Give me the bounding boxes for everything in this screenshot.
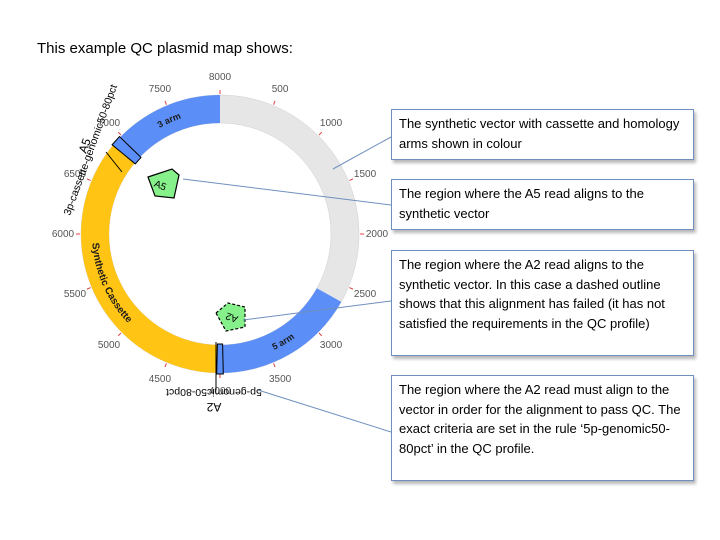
connector-1 bbox=[332, 136, 392, 170]
feature-synthetic-cassette[interactable] bbox=[80, 141, 220, 373]
tick-label: 5000 bbox=[98, 340, 121, 351]
qc-a5-leader bbox=[105, 151, 123, 173]
tick-label: 3000 bbox=[320, 340, 343, 351]
tick-label: 6000 bbox=[52, 229, 75, 240]
tick-label: 6500 bbox=[64, 169, 87, 180]
read-a2-arrow[interactable]: A2 bbox=[215, 302, 246, 332]
tick-mark bbox=[164, 363, 167, 368]
callout-a2-qc-region: The region where the A2 read must align … bbox=[391, 375, 694, 481]
read-a2-label: A2 bbox=[224, 309, 240, 324]
read-a5-label: A5 bbox=[152, 179, 168, 194]
connector-2 bbox=[182, 178, 392, 206]
read-a5-arrow[interactable]: A5 bbox=[147, 168, 180, 199]
tick-label: 1500 bbox=[354, 169, 377, 180]
tick-mark bbox=[273, 100, 276, 105]
tick-label: 500 bbox=[272, 84, 289, 95]
tick-mark bbox=[349, 178, 354, 181]
slide-title: This example QC plasmid map shows: bbox=[37, 40, 293, 57]
tick-label: 7500 bbox=[149, 84, 172, 95]
qc-a2-rule-label: 5p-genomic50-80pct bbox=[166, 386, 262, 398]
callout-a2-alignment: The region where the A2 read aligns to t… bbox=[391, 250, 694, 356]
tick-label: 1000 bbox=[320, 118, 343, 129]
tick-label: 7000 bbox=[98, 118, 121, 129]
tick-mark bbox=[273, 363, 276, 368]
connector-3 bbox=[242, 300, 392, 321]
qc-a2-read-label: A2 bbox=[206, 400, 221, 414]
callout-synthetic-vector: The synthetic vector with cassette and h… bbox=[391, 109, 694, 160]
callout-connectors bbox=[182, 136, 392, 433]
tick-label: 5500 bbox=[64, 289, 87, 300]
connector-4 bbox=[257, 389, 392, 433]
tick-label: 2000 bbox=[366, 229, 389, 240]
tick-label: 4500 bbox=[149, 374, 172, 385]
tick-label: 2500 bbox=[354, 289, 377, 300]
tick-mark bbox=[117, 332, 122, 337]
tick-mark bbox=[349, 287, 354, 290]
tick-label: 8000 bbox=[209, 72, 232, 83]
qc-a5-read-label: A5 bbox=[76, 136, 94, 155]
feature-3-arm[interactable] bbox=[116, 95, 220, 160]
tick-mark bbox=[86, 178, 91, 181]
tick-label: 3500 bbox=[269, 374, 292, 385]
feature-5-arm[interactable] bbox=[220, 288, 342, 373]
qc-region-a2[interactable] bbox=[216, 343, 224, 375]
qc-region-a5[interactable] bbox=[111, 135, 142, 165]
scale-ticks: 8000500100015002000250030003500400045005… bbox=[52, 72, 389, 397]
tick-mark bbox=[86, 287, 91, 290]
tick-mark bbox=[164, 100, 167, 105]
tick-mark bbox=[117, 131, 122, 136]
callout-a5-region: The region where the A5 read aligns to t… bbox=[391, 179, 694, 230]
tick-label: 4000 bbox=[209, 386, 232, 397]
tick-mark bbox=[318, 131, 323, 136]
tick-mark bbox=[318, 332, 323, 337]
